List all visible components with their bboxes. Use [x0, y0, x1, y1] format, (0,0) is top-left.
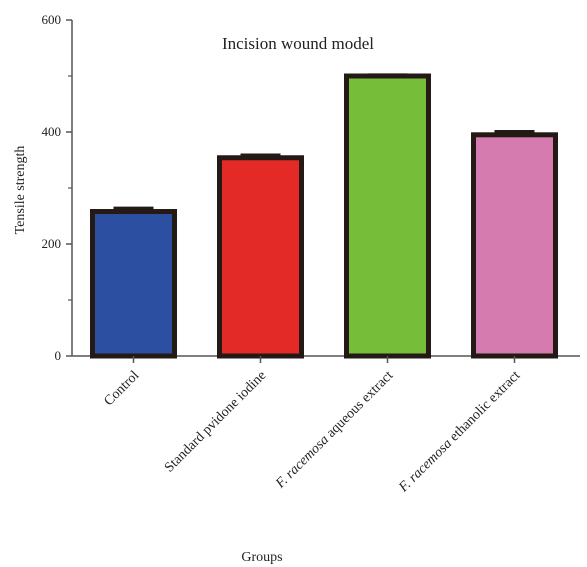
x-category-label: Standard pvidone iodine: [162, 368, 269, 475]
category-species-name: F. racemosa: [272, 433, 332, 493]
y-axis-label: Tensile strength: [13, 146, 28, 235]
bar: [90, 209, 177, 359]
chart-title: Incision wound model: [222, 34, 374, 53]
bar: [344, 73, 431, 359]
y-tick-label: 400: [42, 124, 62, 139]
x-category-label: F. racemosa aqueous extract: [272, 368, 396, 492]
bar: [471, 132, 558, 359]
x-category-label: F. racemosa ethanolic extract: [396, 368, 524, 496]
y-tick-label: 200: [42, 236, 62, 251]
category-name: aqueous extract: [321, 368, 396, 443]
category-name: Control: [101, 368, 142, 409]
y-tick-label: 0: [55, 348, 62, 363]
x-category-label: Control: [101, 368, 142, 409]
category-name: ethanolic extract: [445, 368, 524, 447]
category-name: Standard pvidone iodine: [162, 368, 269, 475]
category-species-name: F. racemosa: [396, 436, 456, 496]
x-axis-label: Groups: [241, 550, 282, 565]
bar: [217, 155, 304, 359]
y-tick-label: 600: [42, 12, 62, 27]
